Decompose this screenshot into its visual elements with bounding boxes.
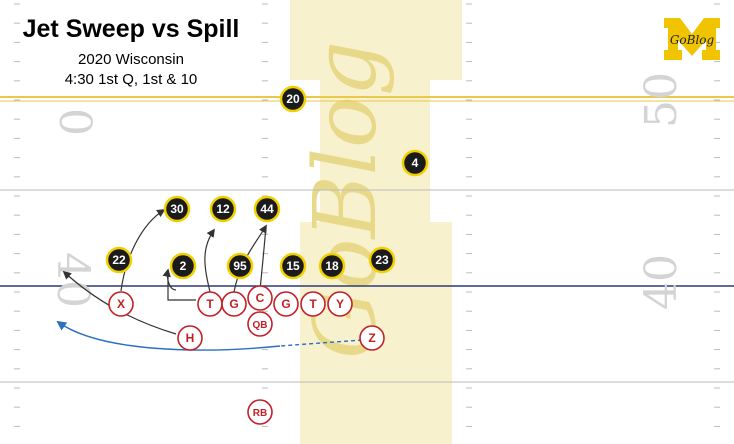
defender-22: 22 bbox=[105, 246, 133, 274]
player-label: 2 bbox=[180, 259, 187, 273]
defender-44: 44 bbox=[253, 195, 281, 223]
offense-g: G bbox=[273, 291, 299, 317]
watermark-logo: GoBlog bbox=[290, 0, 462, 444]
offense-rb: RB bbox=[247, 399, 273, 425]
player-label: 30 bbox=[170, 202, 184, 216]
defender-12: 12 bbox=[209, 195, 237, 223]
offense-qb: QB bbox=[247, 311, 273, 337]
subtitle: 2020 Wisconsin bbox=[78, 51, 184, 68]
player-label: 44 bbox=[260, 202, 274, 216]
game-situation: 4:30 1st Q, 1st & 10 bbox=[64, 71, 198, 88]
player-label: 15 bbox=[286, 259, 300, 273]
player-label: H bbox=[186, 331, 195, 345]
title-block: Jet Sweep vs Spill 2020 Wisconsin 4:30 1… bbox=[0, 14, 262, 90]
page-title: Jet Sweep vs Spill bbox=[22, 15, 240, 43]
defender-20: 20 bbox=[279, 85, 307, 113]
offense-g: G bbox=[221, 291, 247, 317]
player-label: C bbox=[256, 291, 265, 305]
player-label: QB bbox=[253, 320, 268, 331]
goblog-logo: GoBlog bbox=[664, 18, 720, 60]
defender-2: 2 bbox=[169, 252, 197, 280]
player-label: 12 bbox=[216, 202, 230, 216]
hash-marks bbox=[14, 3, 720, 427]
route-c bbox=[259, 225, 267, 291]
yard-numbers: 0 40 50 40 bbox=[47, 72, 687, 310]
player-label: T bbox=[309, 297, 317, 311]
player-label: 18 bbox=[325, 259, 339, 273]
yard-number-left-top: 0 bbox=[49, 108, 100, 136]
defender-4: 4 bbox=[401, 149, 429, 177]
player-label: 23 bbox=[375, 253, 389, 267]
yard-number-right-bottom: 40 bbox=[636, 254, 687, 310]
offense-z: Z bbox=[359, 325, 385, 351]
player-label: RB bbox=[253, 408, 267, 419]
route-2b bbox=[167, 270, 196, 301]
yard-number-right-top: 50 bbox=[636, 72, 687, 128]
defender-23: 23 bbox=[368, 246, 396, 274]
route-g bbox=[233, 224, 267, 293]
player-label: 22 bbox=[112, 253, 126, 267]
route-lines bbox=[62, 209, 267, 335]
offense-t: T bbox=[197, 291, 223, 317]
player-label: 4 bbox=[412, 156, 419, 170]
player-label: Y bbox=[336, 297, 344, 311]
offense-c: C bbox=[247, 285, 273, 311]
defender-30: 30 bbox=[163, 195, 191, 223]
jet-motion bbox=[56, 320, 363, 351]
defender-18: 18 bbox=[318, 252, 346, 280]
player-label: X bbox=[117, 297, 125, 311]
player-label: T bbox=[206, 297, 214, 311]
offense-x: X bbox=[108, 291, 134, 317]
player-label: Z bbox=[368, 331, 375, 345]
player-label: 95 bbox=[233, 259, 247, 273]
route-t-left bbox=[204, 228, 215, 293]
logo-text: GoBlog bbox=[670, 33, 715, 47]
route-x bbox=[120, 209, 166, 292]
player-label: 20 bbox=[286, 92, 300, 106]
offense-h: H bbox=[177, 325, 203, 351]
player-label: G bbox=[229, 297, 238, 311]
offense-t: T bbox=[300, 291, 326, 317]
defender-15: 15 bbox=[279, 252, 307, 280]
offense-y: Y bbox=[327, 291, 353, 317]
player-label: G bbox=[281, 297, 290, 311]
defender-95: 95 bbox=[226, 252, 254, 280]
